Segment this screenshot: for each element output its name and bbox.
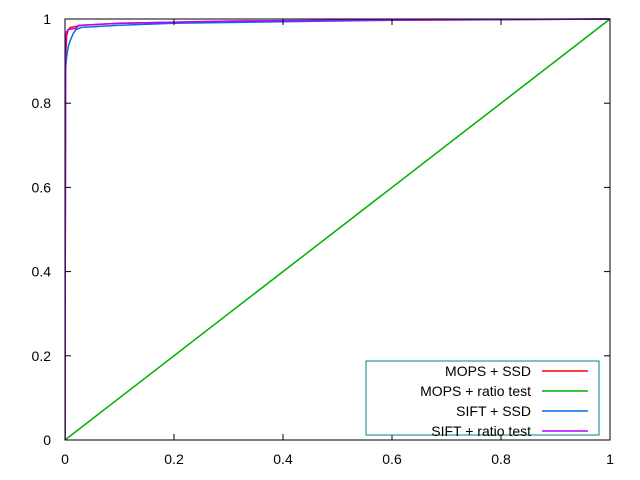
series-layer [65,18,610,440]
legend-label: SIFT + ratio test [431,423,531,439]
x-tick-label: 0.2 [164,451,184,467]
y-tick-label: 0.6 [32,179,52,195]
y-tick-label: 1 [43,11,51,27]
legend-label: MOPS + SSD [445,363,531,379]
y-tick-label: 0.8 [32,95,52,111]
x-tick-label: 0.6 [382,451,402,467]
ticks-layer: 0 0.2 0.4 0.6 0.8 1 0 0.2 0.4 0.6 0.8 1 [32,11,615,467]
series-line-4 [65,18,610,440]
y-tick-label: 0.2 [32,348,52,364]
x-tick-label: 0.8 [491,451,511,467]
legend-label: SIFT + SSD [456,403,531,419]
legend: MOPS + SSD MOPS + ratio test SIFT + SSD SIF… [365,360,600,439]
legend-box [365,360,600,436]
legend-label: MOPS + ratio test [420,383,531,399]
x-tick-label: 0 [61,451,69,467]
y-tick-label: 0 [43,432,51,448]
x-tick-label: 1 [606,451,614,467]
y-tick-label: 0.4 [32,264,52,280]
series-line-2 [65,18,610,440]
x-tick-label: 0.4 [273,451,293,467]
plot-frame [64,18,611,441]
